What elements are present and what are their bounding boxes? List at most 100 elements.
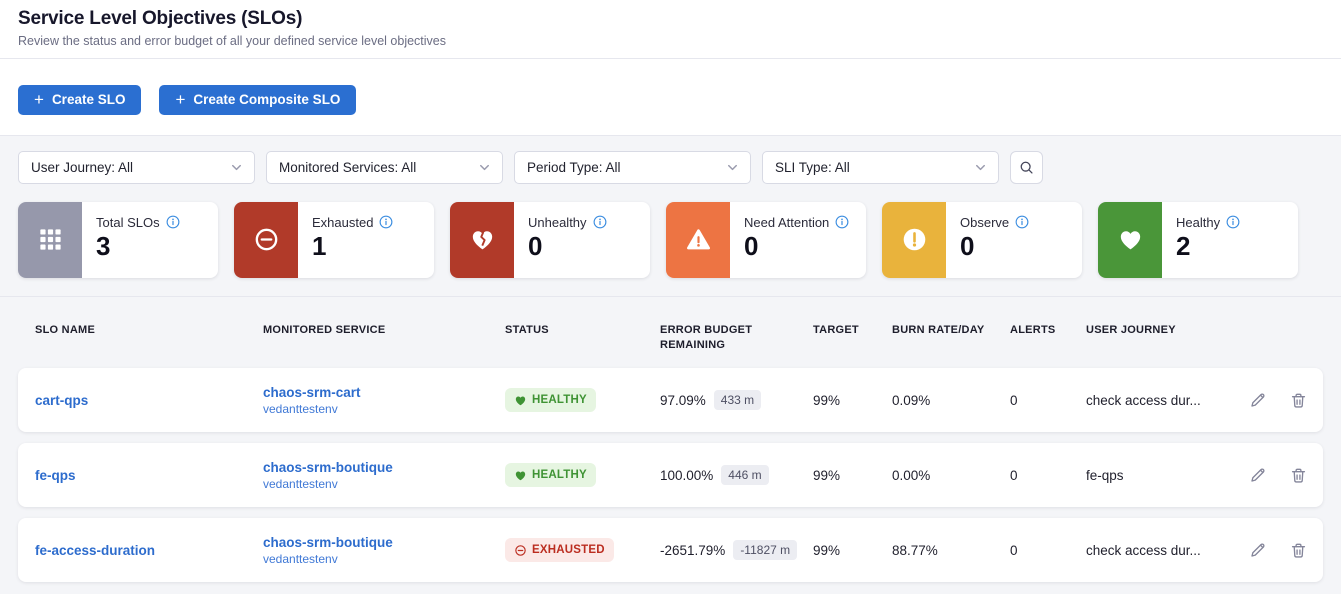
- burn-rate-cell: 0.09%: [892, 392, 931, 408]
- filter-dropdown-user-journey[interactable]: User Journey: All: [18, 150, 255, 184]
- plus-icon: +: [175, 89, 186, 109]
- error-budget-minutes-badge: 446 m: [721, 465, 769, 486]
- info-icon[interactable]: [379, 215, 393, 229]
- section-divider: [0, 295, 1341, 297]
- table-row[interactable]: fe-access-duration chaos-srm-boutique ve…: [18, 518, 1323, 583]
- error-budget-cell: 97.09% 433 m: [660, 390, 813, 411]
- slo-name-link[interactable]: cart-qps: [35, 392, 89, 408]
- error-budget-cell: -2651.79% -11827 m: [660, 540, 813, 561]
- trash-icon: [1289, 391, 1308, 410]
- monitored-service-link[interactable]: chaos-srm-cart: [263, 384, 361, 400]
- error-budget-minutes-badge: 433 m: [713, 390, 762, 411]
- create-slo-button[interactable]: + Create SLO: [18, 84, 142, 115]
- delete-slo-button[interactable]: [1287, 389, 1310, 412]
- filter-dropdown-value: Monitored Services: All: [279, 159, 417, 175]
- table-row[interactable]: fe-qps chaos-srm-boutique vedanttestenv …: [18, 443, 1323, 508]
- summary-card-label: Healthy: [1176, 214, 1221, 230]
- column-header-error-budget-remaining: ERROR BUDGET REMAINING: [660, 323, 753, 351]
- trash-icon: [1289, 541, 1308, 560]
- alerts-cell: 0: [1010, 392, 1018, 408]
- minus-circle-icon: [514, 544, 527, 557]
- summary-card-label: Observe: [960, 214, 1010, 230]
- info-icon[interactable]: [835, 215, 849, 229]
- burn-rate-cell: 88.77%: [892, 542, 938, 558]
- chevron-down-icon: [229, 160, 244, 175]
- summary-card-body: Total SLOs 3: [82, 202, 180, 278]
- heart-icon: [1117, 226, 1144, 253]
- pencil-icon: [1248, 466, 1267, 485]
- plus-icon: +: [34, 89, 44, 109]
- status-label: HEALTHY: [532, 394, 587, 407]
- toolbar: + Create SLO + Create Composite SLO: [0, 58, 1341, 136]
- summary-card-healthy[interactable]: Healthy 2: [1098, 201, 1298, 278]
- info-icon[interactable]: [166, 215, 180, 229]
- create-slo-label: Create SLO: [51, 92, 126, 108]
- summary-card-body: Healthy 2: [1162, 202, 1240, 278]
- summary-card-observe[interactable]: Observe 0: [882, 201, 1082, 278]
- slo-name-link[interactable]: fe-access-duration: [35, 542, 156, 558]
- summary-card-value: 3: [96, 230, 111, 261]
- summary-cards: Total SLOs 3 Exhausted 1: [0, 184, 1341, 278]
- row-actions: [1246, 539, 1332, 562]
- summary-card-total-slos[interactable]: Total SLOs 3: [18, 201, 218, 278]
- create-composite-slo-button[interactable]: + Create Composite SLO: [159, 84, 357, 115]
- content-area: User Journey: All Monitored Services: Al…: [0, 135, 1341, 594]
- info-icon[interactable]: [1226, 215, 1240, 229]
- monitored-service-link[interactable]: chaos-srm-boutique: [263, 534, 393, 550]
- error-budget-percent: -2651.79%: [660, 542, 726, 558]
- grid-icon: [37, 226, 64, 253]
- edit-slo-button[interactable]: [1246, 464, 1269, 487]
- monitored-service-cell: chaos-srm-boutique vedanttestenv: [263, 535, 505, 566]
- summary-card-exhausted[interactable]: Exhausted 1: [234, 201, 434, 278]
- summary-card-icon-panel: [450, 201, 514, 278]
- alerts-cell: 0: [1010, 542, 1018, 558]
- info-icon[interactable]: [593, 215, 607, 229]
- info-icon[interactable]: [1015, 215, 1029, 229]
- delete-slo-button[interactable]: [1287, 539, 1310, 562]
- page-header: Service Level Objectives (SLOs) Review t…: [0, 0, 1341, 59]
- monitored-service-cell: chaos-srm-boutique vedanttestenv: [263, 460, 505, 491]
- summary-card-unhealthy[interactable]: Unhealthy 0: [450, 201, 650, 278]
- column-header-target: TARGET: [813, 323, 859, 336]
- column-header-monitored-service: MONITORED SERVICE: [263, 323, 386, 336]
- filter-dropdown-value: User Journey: All: [31, 159, 134, 175]
- environment-label: vedanttestenv: [263, 401, 338, 416]
- status-label: HEALTHY: [532, 469, 587, 482]
- table-row[interactable]: cart-qps chaos-srm-cart vedanttestenv HE…: [18, 368, 1323, 433]
- summary-card-icon-panel: [1098, 201, 1162, 278]
- edit-slo-button[interactable]: [1246, 539, 1269, 562]
- summary-card-label: Exhausted: [312, 214, 374, 230]
- minus-circle-icon: [253, 226, 280, 253]
- filter-dropdown-period-type[interactable]: Period Type: All: [514, 150, 751, 184]
- summary-card-body: Unhealthy 0: [514, 202, 607, 278]
- summary-card-value: 1: [312, 230, 327, 261]
- search-icon: [1018, 159, 1035, 176]
- status-badge: HEALTHY: [505, 388, 596, 413]
- create-composite-slo-label: Create Composite SLO: [193, 92, 341, 108]
- trash-icon: [1289, 466, 1308, 485]
- delete-slo-button[interactable]: [1287, 464, 1310, 487]
- slo-name-link[interactable]: fe-qps: [35, 467, 76, 483]
- summary-card-label: Need Attention: [744, 214, 830, 230]
- monitored-service-link[interactable]: chaos-srm-boutique: [263, 459, 393, 475]
- filter-dropdown-sli-type[interactable]: SLI Type: All: [762, 150, 999, 184]
- page-title: Service Level Objectives (SLOs): [18, 8, 303, 29]
- summary-card-label: Unhealthy: [528, 214, 587, 230]
- error-budget-cell: 100.00% 446 m: [660, 465, 813, 486]
- target-cell: 99%: [813, 467, 841, 483]
- summary-card-label: Total SLOs: [96, 214, 160, 230]
- chevron-down-icon: [973, 160, 988, 175]
- edit-slo-button[interactable]: [1246, 389, 1269, 412]
- summary-card-need-attention[interactable]: Need Attention 0: [666, 201, 866, 278]
- search-button[interactable]: [1010, 150, 1043, 184]
- heart-icon: [514, 469, 527, 482]
- summary-card-value: 0: [744, 230, 759, 261]
- summary-card-icon-panel: [882, 201, 946, 278]
- chevron-down-icon: [477, 160, 492, 175]
- filter-dropdown-monitored-services[interactable]: Monitored Services: All: [266, 150, 503, 184]
- exclamation-circle-icon: [901, 226, 928, 253]
- target-cell: 99%: [813, 542, 841, 558]
- summary-card-icon-panel: [18, 201, 82, 278]
- summary-card-body: Observe 0: [946, 202, 1029, 278]
- error-budget-minutes-badge: -11827 m: [733, 540, 798, 561]
